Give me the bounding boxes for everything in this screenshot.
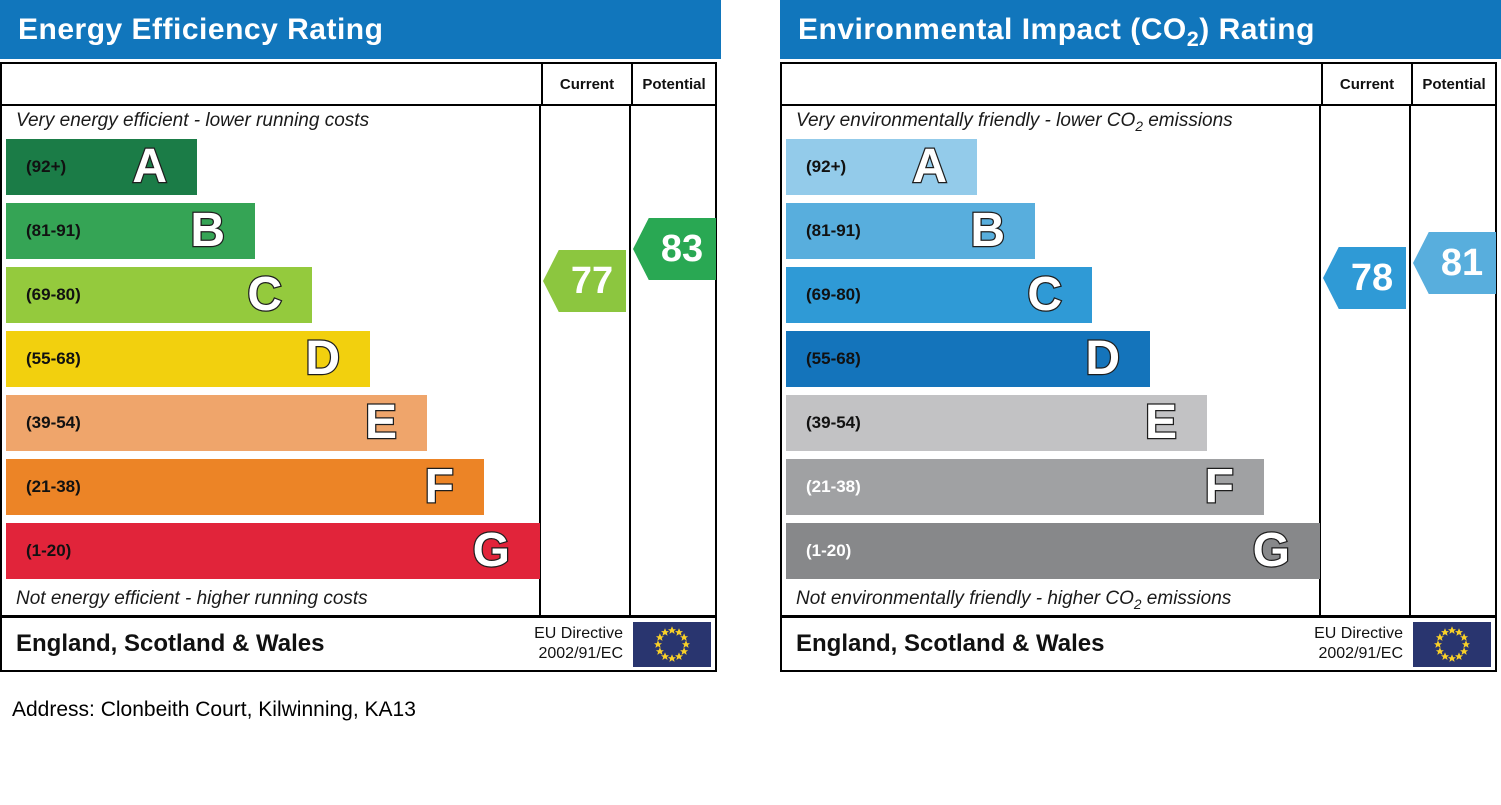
band-row-d: (55-68) D bbox=[6, 331, 370, 387]
eu-flag-icon bbox=[633, 621, 711, 667]
band-letter: F bbox=[423, 460, 455, 513]
energy-chart-title: Energy Efficiency Rating bbox=[0, 0, 721, 59]
band-range-label: (69-80) bbox=[806, 285, 861, 304]
footer-region-label: England, Scotland & Wales bbox=[16, 630, 325, 657]
environmental-chart-title: Environmental Impact (CO2) Rating bbox=[780, 0, 1501, 59]
band-letter: D bbox=[1084, 332, 1121, 385]
address-line: Address: Clonbeith Court, Kilwinning, KA… bbox=[12, 698, 416, 721]
top-note: Very energy efficient - lower running co… bbox=[16, 110, 370, 131]
band-letter: E bbox=[364, 396, 399, 449]
band-range-label: (55-68) bbox=[806, 349, 861, 368]
potential-column-divider bbox=[1409, 106, 1411, 615]
footer-region-label: England, Scotland & Wales bbox=[796, 630, 1105, 657]
band-row-b: (81-91) B bbox=[6, 203, 255, 259]
potential-rating-arrow: 81 bbox=[1413, 232, 1496, 294]
band-range-label: (92+) bbox=[806, 157, 847, 176]
band-row-e: (39-54) E bbox=[786, 395, 1207, 451]
band-range-label: (39-54) bbox=[26, 413, 81, 432]
band-row-b: (81-91) B bbox=[786, 203, 1035, 259]
band-row-c: (69-80) C bbox=[6, 267, 312, 323]
band-row-a: (92+) A bbox=[6, 139, 197, 195]
band-range-label: (69-80) bbox=[26, 285, 81, 304]
band-letter: C bbox=[1026, 268, 1063, 321]
column-header-current: Current bbox=[1321, 64, 1411, 104]
column-header-current: Current bbox=[541, 64, 631, 104]
current-rating-arrow: 77 bbox=[543, 250, 626, 312]
title-text: Environmental Impact (CO bbox=[798, 12, 1187, 46]
header-spacer bbox=[2, 64, 541, 104]
band-range-label: (39-54) bbox=[806, 413, 861, 432]
band-letter: B bbox=[189, 204, 226, 257]
band-row-g: (1-20) G bbox=[786, 523, 1320, 579]
bottom-note: Not environmentally friendly - higher CO… bbox=[796, 588, 1232, 612]
title-suffix: ) Rating bbox=[1199, 12, 1315, 46]
band-range-label: (21-38) bbox=[806, 477, 861, 496]
header-spacer bbox=[782, 64, 1321, 104]
potential-column-divider bbox=[629, 106, 631, 615]
table-footer: England, Scotland & Wales EU Directive 2… bbox=[2, 615, 715, 670]
band-letter: D bbox=[304, 332, 341, 385]
band-letter: F bbox=[1203, 460, 1235, 513]
environmental-impact-chart: Environmental Impact (CO2) Rating Curren… bbox=[780, 0, 1501, 673]
band-letter: A bbox=[131, 140, 168, 193]
band-row-a: (92+) A bbox=[786, 139, 977, 195]
band-range-label: (55-68) bbox=[26, 349, 81, 368]
band-row-f: (21-38) F bbox=[786, 459, 1264, 515]
band-row-e: (39-54) E bbox=[6, 395, 427, 451]
band-letter: C bbox=[246, 268, 283, 321]
table-header-row: Current Potential bbox=[2, 64, 715, 106]
band-letter: B bbox=[969, 204, 1006, 257]
band-row-d: (55-68) D bbox=[786, 331, 1150, 387]
current-column-divider bbox=[1319, 106, 1321, 615]
title-subscript: 2 bbox=[1186, 25, 1200, 51]
rating-scale-area: Very energy efficient - lower running co… bbox=[2, 106, 716, 615]
top-note: Very environmentally friendly - lower CO… bbox=[796, 110, 1233, 134]
bottom-note: Not energy efficient - higher running co… bbox=[16, 588, 368, 609]
band-row-c: (69-80) C bbox=[786, 267, 1092, 323]
energy-rating-table: Current Potential Very energy efficient … bbox=[0, 62, 717, 672]
band-range-label: (1-20) bbox=[806, 541, 852, 560]
column-header-potential: Potential bbox=[1411, 64, 1495, 104]
band-range-label: (1-20) bbox=[26, 541, 72, 560]
current-rating-arrow: 78 bbox=[1323, 247, 1406, 309]
column-header-potential: Potential bbox=[631, 64, 715, 104]
rating-scale-area: Very environmentally friendly - lower CO… bbox=[782, 106, 1496, 615]
band-row-f: (21-38) F bbox=[6, 459, 484, 515]
band-range-label: (81-91) bbox=[26, 221, 81, 240]
energy-efficiency-chart: Energy Efficiency Rating Current Potenti… bbox=[0, 0, 721, 673]
current-column-divider bbox=[539, 106, 541, 615]
band-letter: A bbox=[911, 140, 948, 193]
band-letter: G bbox=[1251, 524, 1291, 577]
band-range-label: (21-38) bbox=[26, 477, 81, 496]
table-header-row: Current Potential bbox=[782, 64, 1495, 106]
title-text: Energy Efficiency Rating bbox=[18, 12, 384, 46]
potential-rating-arrow: 83 bbox=[633, 218, 716, 280]
table-footer: England, Scotland & Wales EU Directive 2… bbox=[782, 615, 1495, 670]
band-letter: G bbox=[471, 524, 511, 577]
eu-flag-icon bbox=[1413, 621, 1491, 667]
eu-directive-label: EU Directive 2002/91/EC bbox=[534, 625, 623, 662]
band-range-label: (81-91) bbox=[806, 221, 861, 240]
eu-directive-label: EU Directive 2002/91/EC bbox=[1314, 625, 1403, 662]
environmental-rating-table: Current Potential Very environmentally f… bbox=[780, 62, 1497, 672]
band-range-label: (92+) bbox=[26, 157, 67, 176]
band-letter: E bbox=[1144, 396, 1179, 449]
band-row-g: (1-20) G bbox=[6, 523, 540, 579]
